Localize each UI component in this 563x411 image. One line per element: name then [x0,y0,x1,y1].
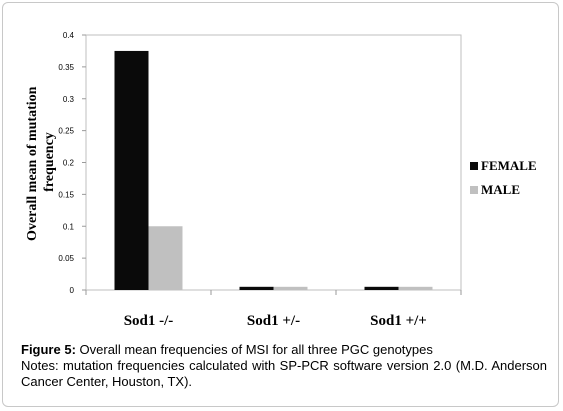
y-tick-label: 0.15 [58,190,74,199]
y-tick-label: 0.05 [58,254,74,263]
bar-male [273,286,308,290]
x-category-label: Sod1 -/- [124,313,174,329]
bar-female [114,50,149,290]
x-category-label: Sod1 +/+ [370,313,427,329]
bar-male [398,286,433,290]
y-tick-label: 0.4 [63,31,75,40]
figure-caption: Figure 5: Overall mean frequencies of MS… [21,342,547,390]
x-category-label: Sod1 +/- [247,313,300,329]
y-tick-label: 0.3 [63,95,75,104]
figure-notes: Notes: mutation frequencies calculated w… [21,358,547,389]
legend-swatch-female [470,162,478,170]
bar-female [239,286,274,290]
y-axis-title: Overall mean of mutation frequency [25,83,57,241]
legend-label-female: FEMALE [481,158,537,173]
y-tick-label: 0.2 [63,159,75,168]
legend-swatch-male [470,186,478,194]
y-tick-label: 0.35 [58,63,74,72]
legend-label-male: MALE [481,182,520,197]
y-tick-label: 0.25 [58,127,74,136]
bar-chart: 0 0.05 0.1 0.15 0.2 0.25 0.3 0.35 0.4 Sod1 -/- So… [25,31,537,329]
bar-male [148,226,183,290]
bar-female [364,286,399,290]
y-tick-label: 0.1 [63,222,75,231]
y-tick-label: 0 [70,286,75,295]
figure-caption-text: Overall mean frequencies of MSI for all … [79,342,433,357]
figure-label: Figure 5: [21,342,76,357]
